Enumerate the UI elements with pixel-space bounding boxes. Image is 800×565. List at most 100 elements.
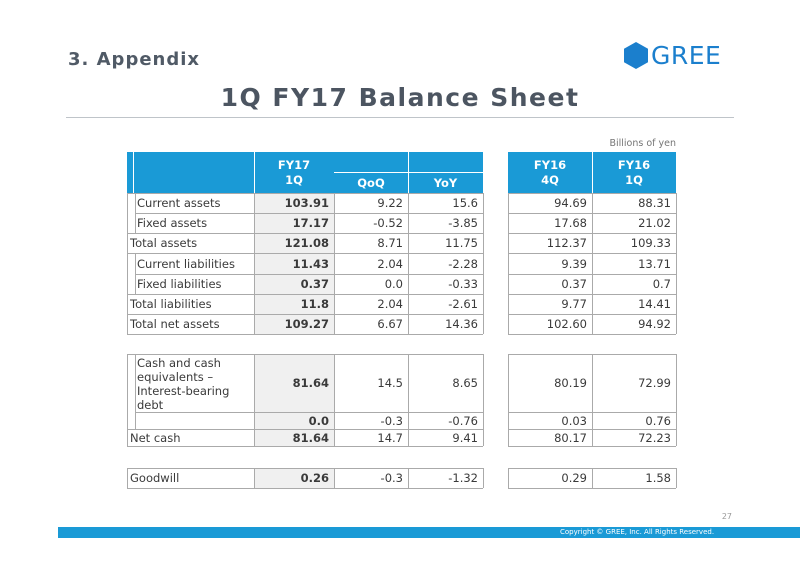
fy17-column-shade (254, 193, 334, 334)
row-label: Fixed assets (137, 216, 208, 230)
value-qoq: 2.04 (377, 257, 403, 271)
value-fy16-4q: 0.29 (561, 471, 587, 485)
header-yoy: YoY (408, 173, 483, 193)
grid-line (127, 429, 483, 430)
value-fy17-1q: 81.64 (292, 376, 329, 390)
row-label: Current liabilities (137, 257, 235, 271)
value-fy16-4q: 102.60 (546, 317, 587, 331)
value-qoq: 14.5 (377, 376, 403, 390)
grid-line (408, 193, 409, 334)
value-fy16-1q: 72.99 (638, 376, 671, 390)
grid-line (334, 468, 335, 488)
value-fy17-1q: 11.43 (292, 257, 329, 271)
row-label: Net cash (130, 430, 181, 445)
grid-line (408, 354, 409, 446)
value-fy16-4q: 0.37 (561, 277, 587, 291)
grid-line (135, 412, 483, 413)
value-qoq: -0.3 (380, 471, 403, 485)
value-fy17-1q: 103.91 (284, 196, 329, 210)
header-divider (133, 152, 134, 193)
grid-line (508, 468, 509, 488)
copyright: Copyright © GREE, Inc. All Rights Reserv… (560, 528, 715, 536)
grid-line (127, 334, 483, 335)
value-fy16-4q: 80.19 (554, 376, 587, 390)
header-spacer-left (127, 152, 254, 193)
grid-line (127, 354, 128, 446)
grid-line (483, 468, 484, 488)
grid-line (592, 354, 593, 446)
grid-line (127, 468, 483, 469)
grid-line (676, 193, 677, 334)
grid-line (127, 468, 128, 488)
row-label: Total assets (130, 236, 198, 250)
value-fy17-1q: 0.0 (308, 413, 329, 428)
value-fy16-4q: 80.17 (554, 430, 587, 445)
value-yoy: -0.76 (448, 413, 478, 428)
grid-line (254, 468, 255, 488)
value-fy16-1q: 94.92 (638, 317, 671, 331)
grid-line (508, 446, 676, 447)
value-fy16-1q: 0.7 (652, 277, 671, 291)
value-fy17-1q: 0.37 (300, 277, 329, 291)
value-fy16-1q: 13.71 (638, 257, 671, 271)
value-fy17-1q: 11.8 (300, 297, 329, 311)
value-fy16-4q: 94.69 (554, 196, 587, 210)
value-yoy: -2.61 (448, 297, 478, 311)
value-qoq: 6.67 (377, 317, 403, 331)
value-fy16-1q: 21.02 (638, 216, 671, 230)
grid-line (127, 446, 483, 447)
value-yoy: 15.6 (452, 196, 478, 210)
fy17-column-shade (254, 468, 334, 488)
value-qoq: -0.52 (373, 216, 403, 230)
unit-note: Billions of yen (609, 138, 676, 149)
grid-line (127, 488, 483, 489)
grid-line (508, 334, 676, 335)
fy17-column-shade (254, 354, 334, 446)
value-fy16-1q: 72.23 (638, 430, 671, 445)
row-label: Cash and cash equivalents – Interest-bea… (137, 354, 250, 412)
grid-line (135, 213, 483, 214)
page-title: 1Q FY17 Balance Sheet (220, 83, 580, 112)
row-label: Total net assets (130, 317, 220, 331)
indent-guide (135, 253, 136, 294)
row-label-part: Cash and cash equivalents – (137, 356, 221, 384)
value-yoy: 11.75 (445, 236, 478, 250)
grid-line (592, 193, 593, 334)
header-divider (334, 172, 483, 173)
grid-line (508, 488, 676, 489)
row-label: Current assets (137, 196, 221, 210)
value-fy16-1q: 109.33 (630, 236, 671, 250)
grid-line (334, 354, 335, 446)
value-fy16-4q: 9.77 (561, 297, 587, 311)
value-yoy: -2.28 (448, 257, 478, 271)
logo-text: GREE (651, 40, 722, 70)
grid-line (483, 193, 484, 334)
grid-line (334, 193, 335, 334)
value-fy16-4q: 9.39 (561, 257, 587, 271)
value-fy17-1q: 17.17 (292, 216, 329, 230)
value-fy16-4q: 17.68 (554, 216, 587, 230)
indent-guide (135, 354, 136, 429)
value-fy17-1q: 81.64 (292, 430, 329, 445)
value-fy17-1q: 109.27 (284, 317, 329, 331)
value-yoy: 14.36 (445, 317, 478, 331)
section-title: 3. Appendix (68, 49, 201, 70)
grid-line (127, 193, 483, 194)
value-fy16-1q: 14.41 (638, 297, 671, 311)
hexagon-icon (624, 42, 648, 69)
grid-line (127, 354, 483, 355)
grid-line (408, 468, 409, 488)
row-label-text: Cash and cash equivalents – Interest-bea… (137, 356, 229, 412)
value-fy16-1q: 1.58 (645, 471, 671, 485)
indent-guide (135, 193, 136, 233)
row-label-part: Interest-bearing debt (137, 384, 230, 412)
grid-line (127, 314, 483, 315)
header-divider (254, 152, 255, 193)
header-fy17-1q: FY17 1Q (254, 152, 334, 193)
value-fy17-1q: 121.08 (284, 236, 329, 250)
value-fy16-4q: 112.37 (546, 236, 587, 250)
value-yoy: 9.41 (452, 430, 478, 445)
value-qoq: 8.71 (377, 236, 403, 250)
header-fy16-1q: FY16 1Q (592, 152, 676, 193)
grid-line (127, 294, 483, 295)
